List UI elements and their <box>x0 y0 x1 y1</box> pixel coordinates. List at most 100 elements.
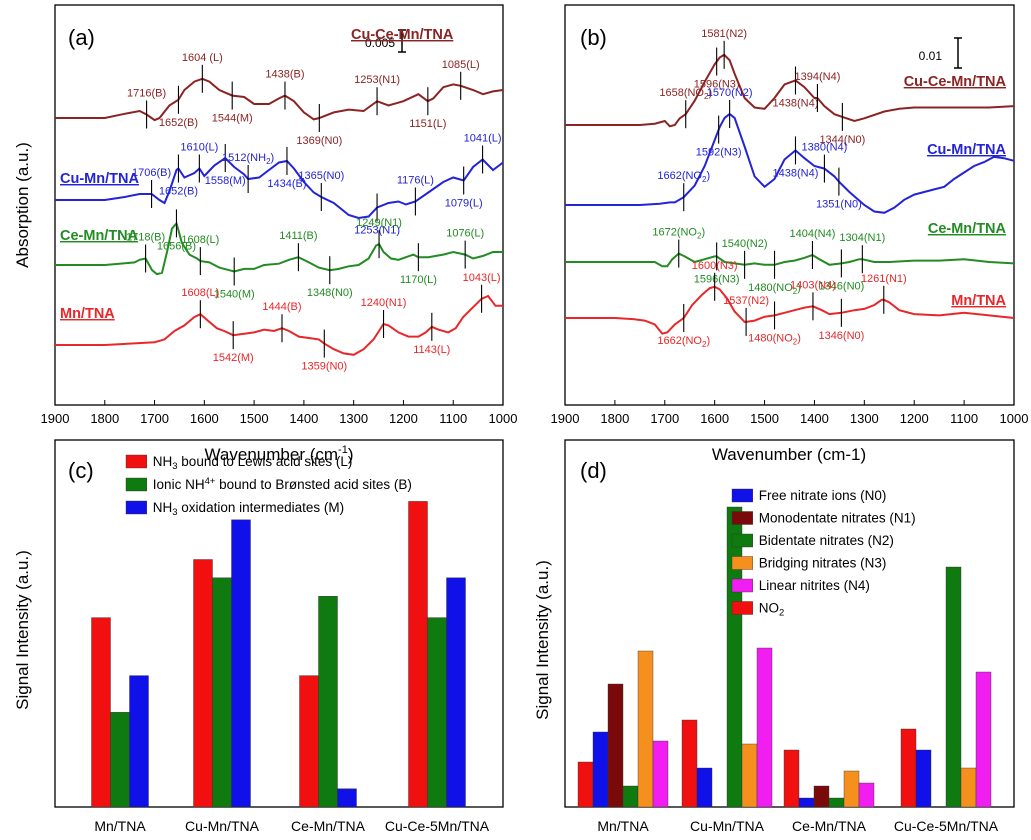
panel-a-label: (a) <box>68 25 95 50</box>
annotation-label: 1043(L) <box>463 272 501 284</box>
series-label: Ce-Mn/TNA <box>60 228 139 244</box>
panel-a-x-axis-label: Wavenumber (cm-1) <box>205 444 354 464</box>
series-label: Mn/TNA <box>60 306 115 322</box>
panel-d-legend: Free nitrate ions (N0) Monodentate nitrat… <box>731 488 916 619</box>
annotation-label: 1652(B) <box>159 117 198 129</box>
series-label: Cu-Ce-Mn/TNA <box>904 74 1007 90</box>
bar-cu-mn-tna-3 <box>726 506 743 808</box>
x-tick-label: 1800 <box>600 411 629 426</box>
bar-cu-ce-5mn-tna-0 <box>900 728 917 808</box>
bar-cu-ce-5mn-tna-2 <box>446 577 466 808</box>
panel-a-scalebar: 0.005 <box>365 29 406 53</box>
category-label: Cu-Mn/TNA <box>185 818 260 834</box>
bar-mn-tna-2 <box>607 683 624 808</box>
annotation-label: 1542(M) <box>213 352 254 364</box>
panel-c-bars <box>91 501 466 808</box>
bar-cu-mn-tna-5 <box>756 647 773 808</box>
annotation-label: 1151(L) <box>409 118 446 130</box>
panel-d: (d) Signal Intensity (a.u.) Mn/TNA Cu-Mn/… <box>533 439 1015 834</box>
series-line-ce-mn-tna <box>55 221 503 276</box>
legend-label: Linear nitrites (N4) <box>759 578 870 593</box>
panel-c-y-axis-label: Signal Intensity (a.u.) <box>13 550 32 710</box>
panel-a-frame <box>54 4 504 406</box>
bar-mn-tna-0 <box>91 617 111 808</box>
panel-a-ticks: 1900 1800 1700 1600 1500 1400 1300 1200 1100 1000 <box>41 400 517 426</box>
scalebar-label: 0.005 <box>365 36 395 50</box>
annotation-label: 1544(M) <box>212 113 253 125</box>
annotation-label: 1253(N1) <box>354 74 400 86</box>
panel-a-series-labels: Cu-Ce-Mn/TNA Cu-Mn/TNA Ce-Mn/TNA Mn/TNA <box>60 27 454 322</box>
panel-d-label: (d) <box>580 458 607 483</box>
legend-label: NH3 bound to Lewis acid sites (L) <box>153 454 353 472</box>
x-tick-label: 1000 <box>1000 411 1029 426</box>
panel-c-frame <box>54 439 504 808</box>
annotation-label: 1540(M) <box>214 289 255 301</box>
x-tick-label: 1100 <box>439 411 467 426</box>
annotation-label: 1596(N3) <box>694 273 740 285</box>
panel-b-x-axis-label: Wavenumber (cm-1) <box>712 445 866 464</box>
annotation-label: 1348(N0) <box>307 287 353 299</box>
x-tick-label: 1300 <box>850 411 879 426</box>
annotation-label: 1608(L) <box>181 234 219 246</box>
bar-cu-mn-tna-0 <box>681 719 698 808</box>
annotation-label: 1438(N4) <box>773 167 819 179</box>
annotation-label: 1537(N2) <box>723 295 769 307</box>
annotation-label: 1240(N1) <box>361 297 407 309</box>
panel-c: (c) Signal Intensity (a.u.) Mn/TNA Cu-Mn/… <box>13 439 504 834</box>
annotation-label: 1592(N3) <box>696 147 742 159</box>
bar-ce-mn-tna-0 <box>783 749 800 808</box>
annotation-label: 1706(B) <box>132 167 171 179</box>
x-tick-label: 1200 <box>900 411 929 426</box>
annotation-label: 1261(N1) <box>861 273 907 285</box>
x-tick-label: 1500 <box>750 411 779 426</box>
legend-swatch <box>125 500 147 515</box>
panel-b-label: (b) <box>580 25 607 50</box>
x-tick-label: 1600 <box>190 411 219 426</box>
annotation-label: 1652(B) <box>159 186 198 198</box>
series-label: Ce-Mn/TNA <box>928 221 1007 237</box>
series-label: Cu-Mn/TNA <box>60 171 139 187</box>
category-label: Mn/TNA <box>94 818 146 834</box>
bar-ce-mn-tna-4 <box>843 770 860 808</box>
annotation-label: 1610(L) <box>180 142 218 154</box>
annotation-label: 1369(N0) <box>296 135 342 147</box>
bar-ce-mn-tna-0 <box>299 675 319 808</box>
panel-b-ticks: 1900 1800 1700 1600 1500 1400 1300 1200 1100 1000 <box>551 400 1029 426</box>
annotation-label: 1041(L) <box>464 133 502 145</box>
annotation-label: 1170(L) <box>400 274 437 286</box>
bar-cu-ce-5mn-tna-1 <box>427 617 447 808</box>
bar-ce-mn-tna-3 <box>828 797 845 808</box>
annotation-label: 1656(B) <box>157 240 196 252</box>
bar-mn-tna-4 <box>637 650 654 808</box>
panel-c-label: (c) <box>68 458 94 483</box>
panel-c-categories: Mn/TNA Cu-Mn/TNA Ce-Mn/TNA Cu-Ce-5Mn/TNA <box>94 818 489 834</box>
bar-ce-mn-tna-2 <box>337 788 357 808</box>
panel-d-categories: Mn/TNA Cu-Mn/TNA Ce-Mn/TNA Cu-Ce-5Mn/TNA <box>597 818 998 834</box>
legend-label: Bridging nitrates (N3) <box>759 556 887 571</box>
legend-swatch <box>125 477 147 492</box>
category-label: Cu-Mn/TNA <box>690 818 765 834</box>
legend-swatch <box>731 556 753 570</box>
x-tick-label: 1200 <box>389 411 418 426</box>
panel-a-y-axis-label: Absorption (a.u.) <box>13 142 32 268</box>
legend-swatch <box>731 488 753 503</box>
series-label: Mn/TNA <box>951 293 1006 309</box>
panel-b-annotations: 1658(NO2)1596(N3)1581(N2)1438(N4)1394(N4… <box>652 28 906 349</box>
bar-cu-ce-5mn-tna-0 <box>408 501 428 808</box>
annotation-label: 1596(N3) <box>694 79 740 91</box>
x-tick-label: 1700 <box>140 411 169 426</box>
x-tick-label: 1300 <box>339 411 368 426</box>
annotation-label: 1253(N1) <box>354 225 400 237</box>
bar-mn-tna-5 <box>652 740 669 808</box>
series-line-mn-tna <box>565 285 1015 335</box>
legend-swatch <box>125 454 147 469</box>
x-tick-label: 1900 <box>41 411 70 426</box>
legend-label: NO2 <box>759 601 785 619</box>
annotation-label: 1249(N1) <box>356 217 402 229</box>
annotation-label: 1716(B) <box>127 88 166 100</box>
annotation-label: 1365(N0) <box>298 170 344 182</box>
category-label: Ce-Mn/TNA <box>291 818 366 834</box>
annotation-label: 1404(N4) <box>790 228 836 240</box>
annotation-label: 1662(NO2) <box>657 170 710 184</box>
